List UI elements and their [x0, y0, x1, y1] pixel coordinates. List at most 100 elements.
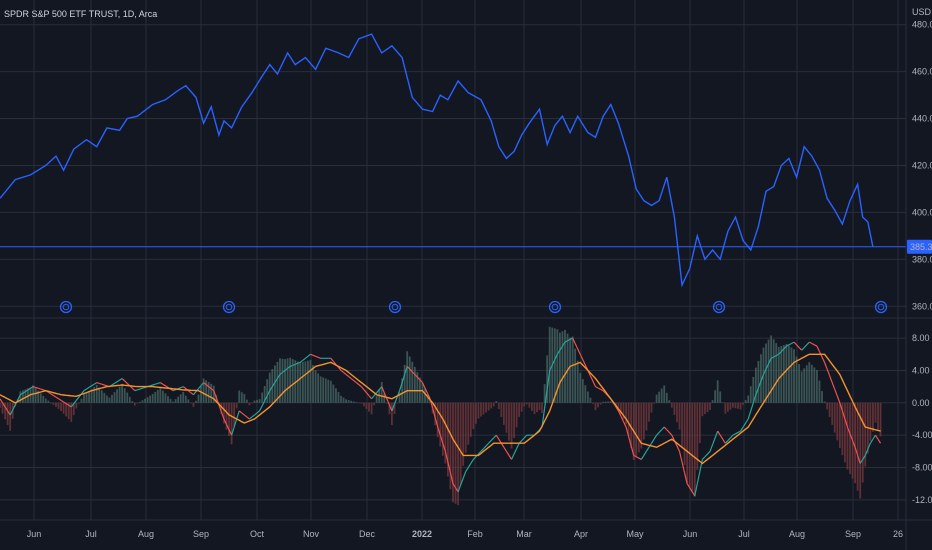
- histogram-bar: [67, 402, 70, 420]
- fast-line-segment: [864, 449, 869, 456]
- fast-line-segment: [210, 388, 215, 392]
- histogram-bar: [307, 360, 309, 403]
- dividend-event-icon[interactable]: [712, 300, 726, 314]
- fast-line-segment: [142, 386, 146, 389]
- fast-line-segment: [752, 394, 757, 403]
- histogram-bar: [149, 395, 152, 403]
- histogram-bar: [833, 402, 836, 433]
- histogram-bar: [363, 402, 365, 407]
- y-tick-label: -4.00: [912, 430, 932, 440]
- histogram-bar: [841, 402, 844, 456]
- histogram-bar: [721, 402, 724, 404]
- histogram-bar: [184, 395, 187, 403]
- fast-line-segment: [307, 353, 311, 357]
- fast-line-segment: [582, 359, 586, 366]
- fast-line-segment: [116, 379, 120, 383]
- fast-line-segment: [348, 376, 352, 380]
- fast-line-segment: [556, 349, 561, 355]
- histogram-bar: [223, 402, 225, 424]
- x-tick-label: 2022: [412, 529, 432, 539]
- fast-line-segment: [60, 399, 64, 403]
- fast-line-segment: [574, 343, 579, 350]
- histogram-bar: [281, 358, 284, 403]
- histogram-bar: [357, 402, 360, 404]
- fast-line-segment: [483, 445, 487, 450]
- x-tick-label: Mar: [516, 529, 532, 539]
- histogram-bar: [838, 402, 841, 449]
- histogram-bar: [874, 402, 877, 423]
- histogram-bar: [520, 402, 523, 412]
- fast-line-segment: [625, 426, 630, 437]
- histogram-bar: [604, 401, 607, 403]
- histogram-bar: [49, 402, 52, 404]
- fast-line-segment: [722, 438, 726, 444]
- fast-line-segment: [205, 384, 210, 388]
- histogram-bar: [289, 357, 292, 403]
- fast-line-segment: [554, 354, 558, 360]
- histogram-bar: [622, 402, 625, 420]
- fast-line-segment: [160, 382, 164, 385]
- histogram-bar: [655, 394, 658, 403]
- histogram-bar: [324, 378, 327, 403]
- histogram-bar: [131, 401, 134, 403]
- histogram-bar: [477, 402, 480, 419]
- fast-line-segment: [444, 451, 449, 463]
- histogram-bar: [854, 402, 857, 484]
- fast-line-segment: [48, 391, 52, 395]
- dividend-event-icon[interactable]: [222, 300, 236, 314]
- fast-line-segment: [386, 398, 390, 406]
- histogram-bar: [668, 400, 671, 403]
- fast-line-segment: [371, 395, 375, 400]
- fast-line-segment: [449, 472, 454, 484]
- histogram-bar: [388, 402, 391, 415]
- fast-line-segment: [462, 471, 467, 479]
- histogram-bar: [625, 402, 627, 425]
- fast-line-segment: [9, 409, 14, 416]
- histogram-bar: [566, 333, 569, 403]
- histogram-bar: [164, 393, 167, 403]
- fast-line-segment: [434, 417, 439, 428]
- dividend-event-icon[interactable]: [548, 300, 562, 314]
- dividend-event-icon[interactable]: [59, 300, 73, 314]
- dividend-event-icon[interactable]: [874, 300, 888, 314]
- fast-line-segment: [854, 447, 859, 456]
- fast-line-segment: [366, 392, 370, 397]
- fast-line-segment: [724, 440, 729, 444]
- fast-line-segment: [419, 379, 423, 383]
- histogram-bar: [192, 402, 195, 407]
- histogram-bar: [294, 360, 297, 403]
- fast-line-segment: [114, 381, 118, 384]
- fast-line-segment: [791, 341, 795, 345]
- fast-line-segment: [668, 432, 673, 436]
- histogram-bar: [607, 401, 610, 403]
- fast-line-segment: [846, 426, 851, 435]
- histogram-bar: [449, 402, 452, 490]
- histogram-bar: [525, 402, 528, 405]
- fast-line-segment: [801, 347, 805, 351]
- fast-line-segment: [834, 389, 838, 397]
- fast-line-segment: [162, 383, 166, 387]
- fast-line-segment: [750, 402, 754, 412]
- histogram-bar: [347, 400, 350, 403]
- histogram-bar: [19, 391, 22, 403]
- histogram-bar: [360, 402, 363, 404]
- histogram-bar: [454, 402, 457, 504]
- fast-line-segment: [310, 353, 314, 356]
- histogram-bar: [337, 392, 340, 403]
- histogram-bar: [141, 400, 144, 403]
- event-markers[interactable]: [59, 300, 888, 314]
- histogram-bar: [828, 402, 831, 418]
- histogram-bar: [844, 402, 846, 463]
- fast-line-segment: [783, 345, 787, 350]
- fast-line-segment: [312, 354, 316, 357]
- fast-line-segment: [297, 361, 301, 364]
- histogram-bar: [541, 402, 543, 413]
- dividend-event-icon[interactable]: [388, 300, 402, 314]
- fast-line-segment: [551, 359, 556, 366]
- price-pane: [0, 33, 906, 288]
- currency-label: USD: [912, 7, 932, 17]
- fast-line-segment: [745, 418, 749, 424]
- histogram-bar: [365, 402, 368, 409]
- fast-line-segment: [35, 386, 39, 389]
